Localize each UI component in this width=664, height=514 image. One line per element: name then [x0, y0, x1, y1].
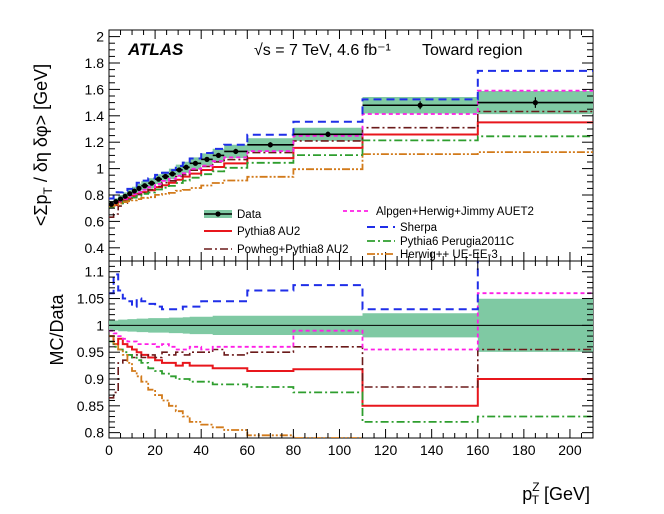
ratio-series-sherpa — [109, 261, 479, 311]
legend-swatch-data-point — [215, 211, 221, 217]
top-series-sherpa — [109, 69, 593, 200]
top-y-tick-label: 1.2 — [85, 134, 105, 150]
ratio-series-powheg-pythia8-au2 — [109, 346, 593, 399]
x-tick-label: 160 — [466, 442, 490, 458]
bottom-y-tick-label: 1.05 — [77, 291, 104, 307]
data-point — [169, 171, 175, 177]
energy-lumi-label: √s = 7 TeV, 4.6 fb⁻¹ — [254, 42, 391, 59]
legend-entry: Sherpa — [367, 222, 438, 234]
x-tick-label: 80 — [286, 442, 302, 458]
data-point — [149, 180, 155, 186]
top-panel-frame — [108, 29, 594, 262]
data-point — [192, 160, 199, 166]
data-point — [215, 152, 222, 158]
region-label: Toward region — [422, 42, 523, 59]
top-series-alpgen-herwig-jimmy-auet2 — [109, 89, 593, 207]
legend-label: Sherpa — [400, 222, 438, 234]
legend-entry: Data — [204, 209, 262, 221]
data-point — [117, 196, 124, 202]
top-y-tick-label: 0.4 — [85, 240, 105, 256]
top-y-tick-label: 1.8 — [85, 55, 105, 71]
data-point — [417, 102, 423, 108]
legend-label: Pythia6 Perugia2011C — [400, 236, 514, 248]
top-y-tick-label: 1.6 — [85, 81, 105, 97]
atlas-label: ATLAS — [127, 40, 184, 59]
data-point — [267, 142, 273, 148]
x-tick-label: 0 — [105, 442, 113, 458]
ratio-series-pythia6-perugia2011c — [109, 340, 593, 423]
x-tick-label: 200 — [558, 442, 582, 458]
data-point — [532, 100, 538, 106]
legend-label: Herwig++ UE-EE-3 — [400, 249, 498, 261]
legend-entry: Powheg+Pythia8 AU2 — [204, 244, 349, 256]
top-y-tick-label: 0.6 — [85, 213, 105, 229]
data-point — [109, 201, 114, 207]
x-tick-label: 120 — [374, 442, 398, 458]
top-y-tick-label: 1 — [96, 161, 104, 177]
x-tick-label: 60 — [239, 442, 255, 458]
top-series-herwig-ue-ee-3 — [109, 151, 593, 208]
data-point — [127, 191, 133, 197]
data-point — [142, 183, 148, 189]
legend-label: Pythia8 AU2 — [237, 226, 300, 238]
x-tick-label: 40 — [193, 442, 209, 458]
top-y-axis-label: <ΣpT / δη δφ> [GeV] — [31, 64, 55, 226]
bottom-y-tick-label: 0.9 — [85, 371, 105, 387]
top-series-pythia6-perugia2011c — [109, 135, 593, 208]
data-point — [122, 193, 128, 199]
data-point — [136, 185, 142, 191]
bottom-y-tick-label: 0.8 — [85, 425, 105, 441]
legend-entry: Pythia6 Perugia2011C — [367, 236, 514, 248]
x-tick-label: 140 — [420, 442, 444, 458]
ratio-series-herwig-ue-ee-3 — [109, 335, 364, 438]
top-series-powheg-pythia8-au2 — [109, 110, 593, 218]
top-y-tick-label: 0.8 — [85, 187, 105, 203]
x-tick-label: 20 — [147, 442, 163, 458]
data-point — [233, 148, 239, 155]
legend-entry: Pythia8 AU2 — [204, 226, 300, 238]
x-axis-label: pZ T [GeV] — [522, 480, 590, 507]
legend-label: Powheg+Pythia8 AU2 — [237, 244, 349, 256]
legend-label: Data — [237, 209, 262, 221]
data-point — [162, 173, 169, 180]
data-point — [113, 199, 119, 205]
ratio-series-alpgen-herwig-jimmy-auet2 — [109, 292, 593, 351]
top-y-tick-label: 1.4 — [85, 108, 105, 124]
bottom-y-tick-label: 1 — [96, 317, 104, 333]
bottom-y-tick-label: 1.1 — [85, 264, 105, 280]
bottom-y-axis-label: MC/Data — [47, 294, 67, 366]
x-tick-label: 100 — [328, 442, 352, 458]
data-point — [155, 176, 162, 182]
legend-label: Alpgen+Herwig+Jimmy AUET2 — [376, 206, 534, 218]
top-y-tick-label: 2 — [96, 29, 104, 45]
x-tick-label: 180 — [512, 442, 536, 458]
data-point — [131, 188, 137, 194]
ratio-series-pythia8-au2 — [109, 335, 593, 407]
data-point — [325, 131, 331, 137]
legend-entry: Alpgen+Herwig+Jimmy AUET2 — [343, 206, 534, 218]
legend-entry: Herwig++ UE-EE-3 — [367, 249, 498, 261]
data-point — [176, 167, 182, 173]
bottom-y-tick-label: 0.95 — [77, 344, 104, 360]
data-point — [204, 156, 210, 162]
legend: Data Pythia8 AU2 Powheg+Pythia8 AU2 Alpgen+… — [204, 206, 534, 261]
data-point — [183, 164, 189, 170]
bottom-y-tick-label: 0.85 — [77, 398, 104, 414]
